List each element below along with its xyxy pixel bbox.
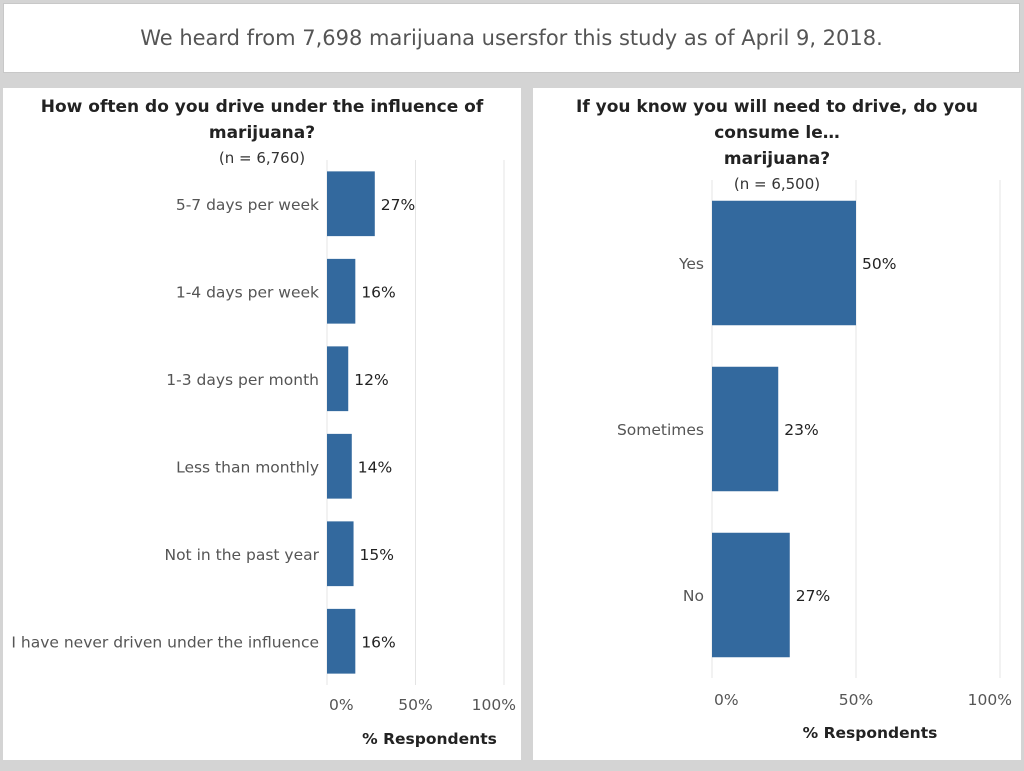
left-chart-header: How often do you drive under the influen… [3,88,521,167]
right-category-label: No [683,587,704,605]
right-bar [712,366,779,492]
right-chart-subtitle: (n = 6,500) [733,175,821,193]
left-bar [327,433,352,499]
left-value-label: 16% [361,283,395,301]
right-axis-title: % Respondents [803,724,938,742]
right-bar [712,532,790,658]
right-tick-label: 0% [714,691,739,709]
left-value-label: 14% [358,458,392,476]
left-bar-chart: 5-7 days per week 27% 1-4 days per week 16%… [11,160,516,748]
summary-banner-text: We heard from 7,698 marijuana usersfor t… [140,26,883,50]
left-chart-panel: How often do you drive under the influen… [3,88,521,760]
left-category-label: 5-7 days per week [176,196,319,214]
left-value-label: 27% [381,196,415,214]
left-bar [327,171,375,237]
left-chart-subtitle: (n = 6,760) [218,149,306,167]
left-tick-label: 100% [472,696,516,714]
left-bar [327,608,356,674]
right-category-label: Yes [678,255,704,273]
right-chart-title-line2: marijuana? [723,149,831,169]
right-tick-label: 50% [839,691,873,709]
left-value-label: 15% [360,546,394,564]
left-chart-title: How often do you drive under the influen… [40,97,484,143]
right-bar [712,200,856,326]
left-category-label: 1-3 days per month [166,371,319,389]
summary-banner: We heard from 7,698 marijuana usersfor t… [3,3,1020,73]
right-bar-chart: Yes 50% Sometimes 23% No 27% 0% 50% 100% % Respon… [617,180,1012,742]
left-category-label: I have never driven under the influence [11,633,319,651]
left-value-label: 12% [354,371,388,389]
right-tick-label: 100% [968,691,1012,709]
left-tick-label: 50% [398,696,432,714]
left-bar [327,346,349,412]
left-category-label: Not in the past year [164,546,319,564]
right-chart-title-line1: If you know you will need to drive, do y… [576,97,978,143]
left-tick-label: 0% [329,696,354,714]
left-category-label: Less than monthly [176,458,319,476]
left-bar [327,521,354,587]
right-chart-panel: If you know you will need to drive, do y… [533,88,1021,760]
right-chart-header: If you know you will need to drive, do y… [533,88,1021,193]
left-value-label: 16% [361,633,395,651]
left-axis-title: % Respondents [362,730,497,748]
right-value-label: 50% [862,255,896,273]
left-category-label: 1-4 days per week [176,283,319,301]
right-value-label: 23% [784,421,818,439]
left-bar [327,258,356,324]
right-value-label: 27% [796,587,830,605]
right-category-label: Sometimes [617,421,704,439]
